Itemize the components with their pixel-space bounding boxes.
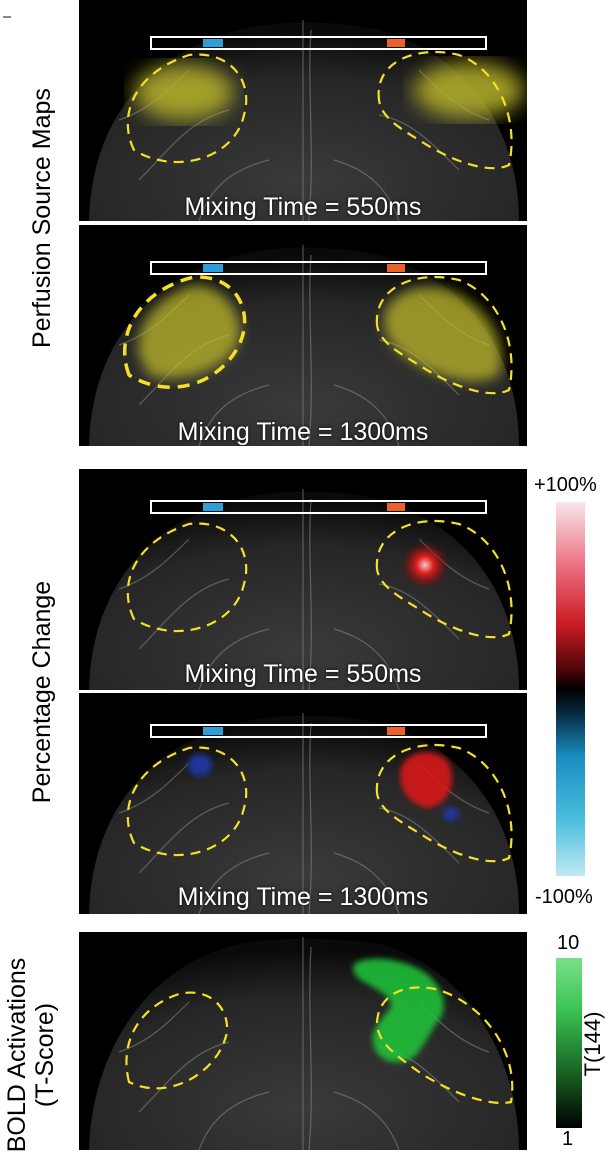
perfusion-550-caption: Mixing Time = 550ms <box>184 193 422 221</box>
right-roi-outline <box>375 743 513 863</box>
probe-right-marker <box>387 264 405 272</box>
right-roi-outline <box>377 50 513 170</box>
left-perfusion-blob <box>134 64 234 120</box>
bold-group-label-line2: (T-Score) <box>31 1002 59 1108</box>
tscore-colorbar-min-label: 1 <box>562 1128 574 1150</box>
perfusion-1300-caption: Mixing Time = 1300ms <box>177 418 429 446</box>
probe-bar <box>150 261 487 275</box>
percentage-group-label: Percentage Change <box>28 580 56 804</box>
left-roi-outline <box>125 991 229 1090</box>
bold-panel <box>79 932 527 1150</box>
perfusion-1300-image <box>89 245 519 446</box>
left-roi-outline <box>126 53 248 164</box>
percentage-550-image <box>89 489 519 690</box>
right-perfusion-blob <box>414 62 524 118</box>
tscore-colorbar-max-label: 10 <box>557 932 580 954</box>
perfusion-550-image <box>89 20 524 221</box>
positive-change-region <box>400 752 453 808</box>
perfusion-group-label: Perfusion Source Maps <box>28 88 56 348</box>
right-perfusion-blob <box>384 286 502 382</box>
tscore-axis-label: T(144) <box>580 1011 605 1077</box>
percentage-550-caption: Mixing Time = 550ms <box>184 660 422 688</box>
probe-bar <box>150 36 487 50</box>
bold-activation-region <box>353 958 444 1063</box>
percentage-colorbar-max-label: +100% <box>534 474 597 496</box>
left-roi-outline <box>123 275 247 389</box>
percentage-colorbar-min-label: -100% <box>535 886 593 908</box>
bold-group-label: BOLD Activations (T-Score) <box>3 955 63 1155</box>
perfusion-1300-panel: Mixing Time = 1300ms <box>79 225 527 446</box>
percentage-550-panel: Mixing Time = 550ms <box>79 469 527 690</box>
percentage-1300-image <box>89 713 519 914</box>
positive-change-spot <box>401 541 449 589</box>
percentage-1300-panel: Mixing Time = 1300ms <box>79 693 527 914</box>
right-roi-outline <box>375 275 513 395</box>
tscore-colorbar <box>556 958 582 1128</box>
probe-right-marker <box>387 727 405 735</box>
perfusion-550-panel: Mixing Time = 550ms <box>79 0 527 221</box>
bold-group-label-line1: BOLD Activations <box>3 957 31 1153</box>
probe-bar <box>150 724 487 738</box>
bold-image <box>89 937 519 1150</box>
probe-right-marker <box>387 39 405 47</box>
probe-left-marker <box>203 39 223 47</box>
negative-change-spot-left <box>188 754 212 776</box>
right-roi-outline <box>375 986 514 1104</box>
right-roi-outline <box>375 519 513 639</box>
probe-right-marker <box>387 503 405 511</box>
negative-change-spot-right <box>443 807 459 821</box>
left-roi-outline <box>126 522 248 633</box>
probe-left-marker <box>203 264 223 272</box>
percentage-colorbar <box>556 502 585 876</box>
left-perfusion-blob <box>138 285 240 379</box>
corner-tick <box>3 16 11 18</box>
percentage-1300-caption: Mixing Time = 1300ms <box>177 883 429 911</box>
probe-left-marker <box>203 503 223 511</box>
probe-bar <box>150 500 487 514</box>
probe-left-marker <box>203 727 223 735</box>
left-roi-outline <box>126 746 248 857</box>
